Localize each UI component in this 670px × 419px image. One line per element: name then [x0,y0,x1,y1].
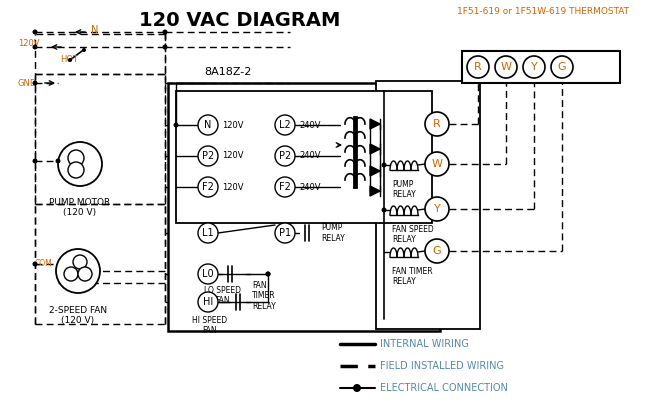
Circle shape [163,44,168,49]
Text: FIELD INSTALLED WIRING: FIELD INSTALLED WIRING [380,361,504,371]
Circle shape [68,162,84,178]
Circle shape [73,255,87,269]
Circle shape [163,29,168,34]
Text: LO: LO [76,259,84,265]
Circle shape [33,261,38,266]
Polygon shape [370,144,380,154]
Circle shape [275,223,295,243]
Circle shape [523,56,545,78]
Text: Y: Y [433,204,440,214]
Circle shape [425,239,449,263]
Text: PUMP
RELAY: PUMP RELAY [321,223,345,243]
Circle shape [33,80,38,85]
Circle shape [381,163,387,168]
Text: HOT: HOT [60,55,78,65]
Text: HI: HI [203,297,213,307]
Circle shape [33,158,38,163]
Circle shape [381,207,387,212]
Text: F2: F2 [279,182,291,192]
Bar [168,83,440,331]
Circle shape [198,264,218,284]
Circle shape [33,44,38,49]
Text: 120 VAC DIAGRAM: 120 VAC DIAGRAM [139,11,340,30]
Bar [462,51,620,83]
Circle shape [551,56,573,78]
Text: PUMP MOTOR
(120 V): PUMP MOTOR (120 V) [50,198,111,217]
Circle shape [82,48,86,52]
Text: W: W [500,62,511,72]
Circle shape [275,146,295,166]
Text: 120V: 120V [222,183,243,191]
Text: FAN SPEED
RELAY: FAN SPEED RELAY [392,225,433,244]
Circle shape [33,29,38,34]
Text: L2: L2 [279,120,291,130]
Text: P1: P1 [279,228,291,238]
Circle shape [275,115,295,135]
Text: R: R [433,119,441,129]
Polygon shape [370,186,380,196]
Text: HI: HI [68,271,74,277]
Text: 240V: 240V [299,152,320,160]
Circle shape [198,292,218,312]
Polygon shape [370,119,380,129]
Circle shape [64,267,78,281]
Text: 1F51-619 or 1F51W-619 THERMOSTAT: 1F51-619 or 1F51W-619 THERMOSTAT [457,7,629,16]
Text: L1: L1 [202,228,214,238]
Circle shape [56,249,100,293]
Text: ELECTRICAL CONNECTION: ELECTRICAL CONNECTION [380,383,508,393]
Text: Y: Y [531,62,537,72]
Text: FAN TIMER
RELAY: FAN TIMER RELAY [392,267,433,287]
Text: 120V: 120V [222,121,243,129]
Circle shape [467,56,489,78]
Circle shape [174,122,178,127]
Text: PUMP
RELAY: PUMP RELAY [392,180,416,199]
Text: N: N [91,25,98,35]
Circle shape [56,158,60,163]
Text: 2-SPEED FAN
(120 V): 2-SPEED FAN (120 V) [49,306,107,326]
Text: INTERNAL WIRING: INTERNAL WIRING [380,339,469,349]
Text: P2: P2 [202,151,214,161]
Circle shape [265,272,271,277]
Circle shape [425,152,449,176]
Circle shape [198,115,218,135]
Polygon shape [370,166,380,176]
Circle shape [198,223,218,243]
Text: GND: GND [18,78,38,88]
Text: G: G [433,246,442,256]
Text: COM: COM [34,259,52,269]
Text: F2: F2 [202,182,214,192]
Bar [176,91,432,223]
Text: W: W [431,159,442,169]
Text: 120V: 120V [18,39,40,49]
Text: G: G [557,62,566,72]
Circle shape [265,272,271,277]
Text: R: R [474,62,482,72]
Circle shape [198,146,218,166]
Text: N: N [204,120,212,130]
Circle shape [495,56,517,78]
Circle shape [425,112,449,136]
Text: P2: P2 [279,151,291,161]
Circle shape [68,58,72,62]
Text: 8A18Z-2: 8A18Z-2 [204,67,252,77]
Text: 120V: 120V [222,152,243,160]
Circle shape [68,150,84,166]
Text: LO SPEED
FAN: LO SPEED FAN [204,286,241,305]
Text: FAN
TIMER
RELAY: FAN TIMER RELAY [252,281,276,311]
Text: 240V: 240V [299,121,320,129]
Circle shape [275,177,295,197]
Text: L0: L0 [202,269,214,279]
Text: HI SPEED
FAN: HI SPEED FAN [192,316,228,335]
Circle shape [78,267,92,281]
Circle shape [353,384,361,392]
Circle shape [58,142,102,186]
Text: 240V: 240V [299,183,320,191]
Bar [376,81,480,329]
Circle shape [198,177,218,197]
Circle shape [425,197,449,221]
